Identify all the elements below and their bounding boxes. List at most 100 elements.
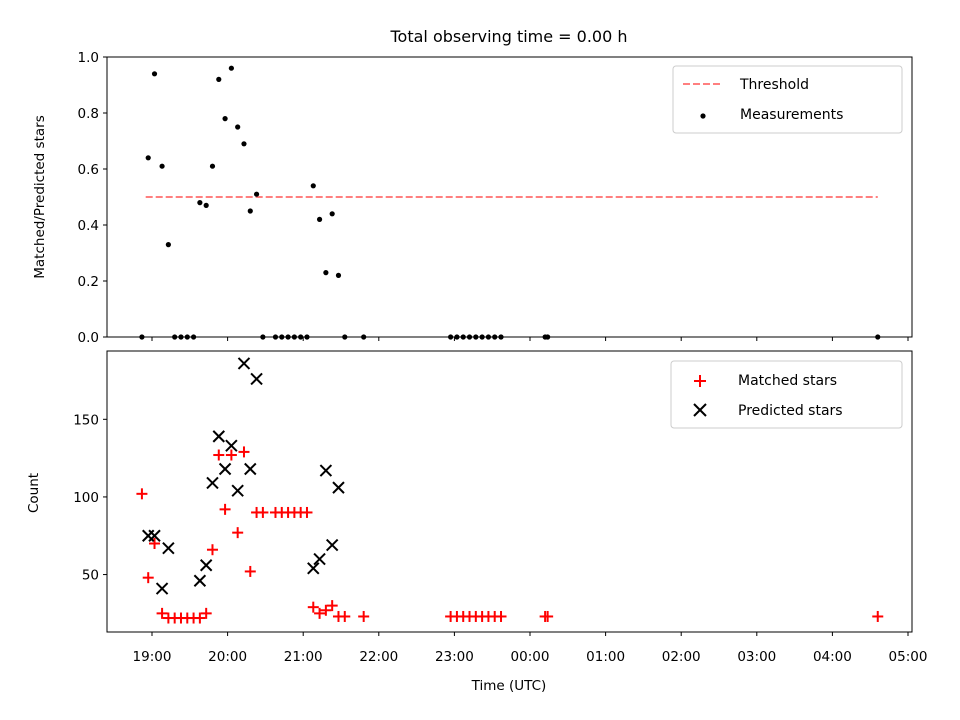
measurement-point	[253, 191, 260, 197]
measurement-point	[279, 334, 285, 340]
predicted-stars-legend-swatch	[693, 403, 707, 417]
measurement-point	[151, 71, 158, 77]
predicted-star-point	[212, 430, 225, 443]
x-tick-label: 19:00	[133, 649, 172, 665]
matched-star-point	[339, 610, 351, 622]
matched-star-point	[495, 610, 507, 622]
measurement-point	[329, 211, 335, 217]
y-tick-label: 100	[73, 490, 99, 506]
top-legend-box	[672, 65, 903, 134]
y-tick-label: 0.4	[78, 218, 99, 234]
predicted-star-point	[319, 464, 333, 477]
measurement-point	[545, 334, 551, 340]
predicted-star-point	[237, 357, 251, 370]
x-tick-label: 20:00	[208, 649, 247, 665]
measurement-point	[159, 163, 165, 169]
measurement-point	[235, 124, 241, 130]
bottom-y-axis-ticks: 50 100 150	[73, 412, 107, 584]
measurement-point	[165, 242, 171, 248]
matched-star-point	[232, 527, 244, 539]
predicted-stars-legend-label: Predicted stars	[738, 403, 843, 419]
y-tick-label: 50	[82, 568, 99, 584]
predicted-star-point	[148, 529, 161, 542]
top-y-axis-label: Matched/Predicted stars	[32, 115, 48, 278]
measurement-point	[492, 334, 498, 340]
matched-stars-points	[136, 446, 884, 624]
matched-star-point	[206, 544, 218, 556]
top-y-axis-ticks: 0.0 0.2 0.4 0.6 0.8 1.0	[78, 50, 107, 346]
predicted-star-point	[155, 582, 169, 595]
top-panel: 0.0 0.2 0.4 0.6 0.8 1.0 Matched/Predicted sta…	[32, 50, 913, 346]
y-tick-label: 1.0	[78, 50, 99, 66]
x-tick-label: 05:00	[889, 649, 928, 665]
measurement-point	[285, 334, 291, 340]
matched-star-point	[142, 572, 154, 584]
measurement-point	[323, 270, 329, 276]
measurement-point	[172, 334, 178, 340]
x-tick-label: 03:00	[737, 649, 776, 665]
matched-star-point	[542, 610, 554, 622]
top-legend: Threshold Measurements	[672, 65, 903, 134]
matched-star-point	[213, 449, 225, 461]
measurement-point	[184, 334, 190, 340]
measurement-point	[291, 334, 297, 340]
measurement-point	[310, 183, 316, 189]
measurement-point	[448, 334, 454, 340]
matched-star-point	[257, 506, 269, 518]
threshold-legend-label: Threshold	[739, 77, 809, 93]
measurements-points	[139, 65, 881, 340]
measurement-point	[342, 334, 348, 340]
x-axis-label: Time (UTC)	[471, 678, 547, 694]
y-tick-label: 0.6	[78, 162, 99, 178]
predicted-star-point	[199, 559, 213, 572]
measurement-point	[272, 334, 279, 340]
measurement-point	[498, 334, 504, 340]
x-tick-label: 04:00	[813, 649, 852, 665]
measurement-point	[178, 334, 184, 340]
y-tick-label: 0.8	[78, 106, 99, 122]
y-tick-label: 0.2	[78, 274, 99, 290]
matched-star-point	[200, 607, 212, 619]
matched-star-point	[326, 600, 338, 612]
matched-star-point	[136, 488, 148, 500]
measurements-legend-swatch	[700, 113, 706, 119]
measurement-point	[203, 202, 209, 208]
measurement-point	[247, 208, 253, 214]
predicted-star-point	[218, 462, 232, 476]
measurement-point	[209, 163, 216, 169]
measurement-point	[298, 334, 304, 340]
predicted-star-point	[162, 541, 175, 555]
predicted-star-point	[307, 562, 320, 575]
x-tick-label: 00:00	[511, 649, 550, 665]
y-tick-label: 0.0	[78, 330, 99, 346]
matched-star-point	[320, 604, 332, 616]
measurement-point	[466, 334, 473, 340]
matched-star-point	[149, 538, 161, 550]
measurement-point	[216, 76, 222, 82]
matched-star-point	[307, 601, 319, 613]
bottom-legend-box	[670, 360, 903, 429]
bottom-x-axis-ticks: 19:00 20:00 21:00 22:00 23:00 00:00 01:00 02:00…	[133, 632, 928, 665]
measurement-point	[460, 334, 466, 340]
x-tick-label: 21:00	[284, 649, 323, 665]
measurement-point	[197, 200, 203, 206]
x-tick-label: 02:00	[662, 649, 701, 665]
bottom-panel: 50 100 150 19:00 20:00 21:00 22:00 23:00 00:00 0…	[26, 350, 928, 694]
predicted-star-point	[231, 484, 244, 497]
measurement-point	[479, 334, 485, 340]
predicted-star-point	[332, 481, 345, 494]
measurement-point	[361, 334, 367, 340]
predicted-star-point	[250, 372, 263, 386]
measurement-point	[485, 334, 492, 340]
measurement-point	[190, 334, 197, 340]
predicted-star-point	[206, 476, 219, 490]
measurement-point	[454, 334, 460, 340]
bottom-legend: Matched stars Predicted stars	[670, 360, 903, 429]
x-tick-label: 22:00	[359, 649, 398, 665]
measurement-point	[316, 216, 323, 222]
top-x-axis-ticks	[151, 337, 909, 341]
matched-star-point	[358, 610, 370, 622]
matched-star-point	[244, 565, 256, 577]
chart-title: Total observing time = 0.00 h	[389, 27, 627, 46]
